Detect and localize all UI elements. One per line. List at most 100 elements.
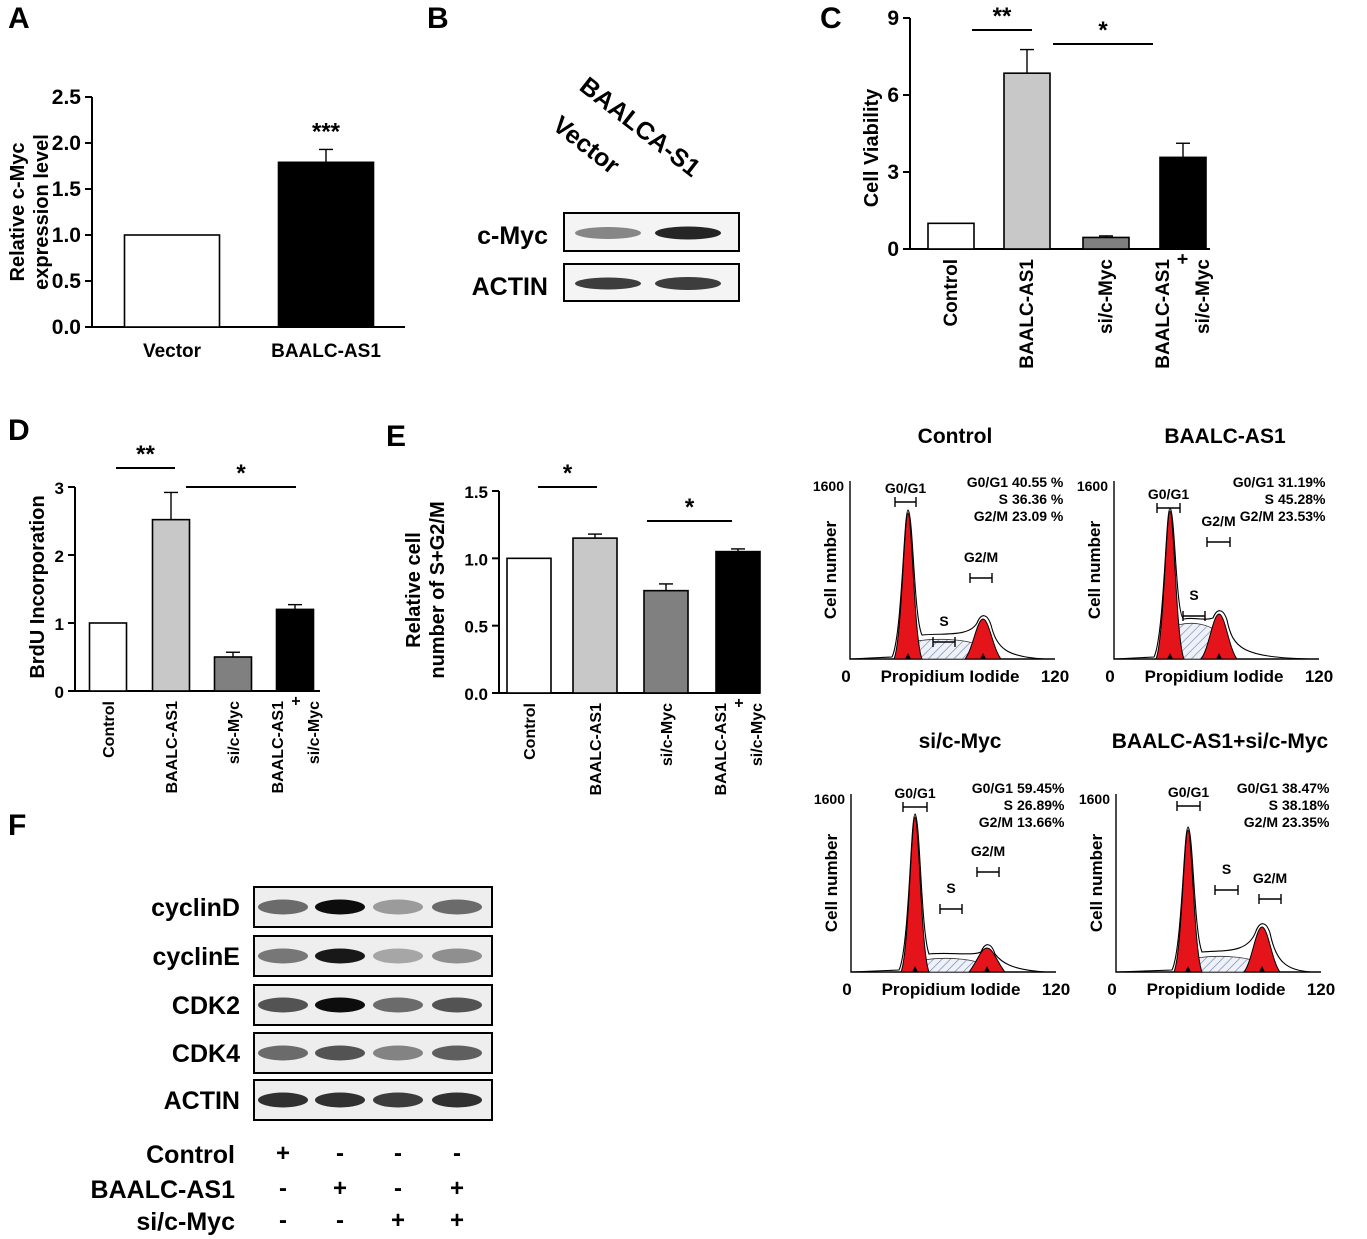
chart-c-ytick-label: 6 <box>887 84 899 107</box>
chart-c-bracket-label: ** <box>993 3 1012 30</box>
flow-plot-xmax: 120 <box>1305 667 1333 686</box>
flow-peak-marker <box>984 966 990 972</box>
chart-a-ytick-label: 0.0 <box>52 316 81 339</box>
blot-b-band <box>655 226 721 240</box>
flow-stat-value: 45.28% <box>1278 491 1326 507</box>
blot-f-condition-label: Control <box>146 1141 235 1169</box>
blot-f-band-label: cyclinD <box>151 894 240 922</box>
flow-gate-g2m-label: G2/M <box>964 549 998 565</box>
flow-stat-phase: S <box>1004 797 1013 813</box>
blot-b-band-cmyc: c-Myc <box>477 222 548 250</box>
blot-f-band-label: ACTIN <box>164 1087 240 1115</box>
flow-g2m-peak <box>967 947 1007 973</box>
flow-plot-ylabel: Cell number <box>1085 521 1104 620</box>
chart-e-bar <box>572 537 618 694</box>
blot-f-band-label: CDK2 <box>172 992 240 1020</box>
blot-f-condition-label: BAALC-AS1 <box>91 1176 236 1204</box>
chart-d-bar <box>213 656 253 692</box>
chart-e-bracket-label: * <box>563 460 573 487</box>
chart-c-ytick-label: 9 <box>887 7 899 30</box>
blot-b-band <box>655 277 721 290</box>
flow-stat-phase: S <box>1269 797 1278 813</box>
chart-a-ytick-label: 0.5 <box>52 270 82 293</box>
flow-plot-ylabel: Cell number <box>1087 834 1106 933</box>
blot-f-condition-sign: - <box>336 1140 344 1167</box>
chart-e-ytick-label: 0.5 <box>464 618 488 637</box>
flow-plot-xmin: 0 <box>842 980 851 999</box>
panel-letter-e: E <box>386 420 406 453</box>
blot-f-band <box>258 948 308 964</box>
panel-letter-b: B <box>427 2 449 35</box>
western-blot-f: cyclinD cyclinE CDK2 CDK4 ACTIN Control + - - - BA… <box>91 886 493 1236</box>
chart-a-bar <box>277 161 375 328</box>
chart-a-ylabel-line2: expression level <box>31 134 53 290</box>
flow-stat-value: 40.55 % <box>1012 474 1064 490</box>
flow-stat-phase: G2/M <box>1240 508 1274 524</box>
chart-a-category-label: Vector <box>143 341 202 362</box>
panel-letter-f: F <box>8 809 26 842</box>
blot-f-condition-sign: - <box>279 1207 287 1234</box>
flow-stat-phase: S <box>999 491 1008 507</box>
blot-f-condition-sign: - <box>394 1140 402 1167</box>
chart-d-category-label: BAALC-AS1 <box>164 701 181 794</box>
blot-f-band-label: CDK4 <box>172 1040 240 1068</box>
chart-d-ytick-label: 3 <box>55 479 64 498</box>
flow-gate-g2m-label: G2/M <box>1253 870 1287 886</box>
chart-a: 0.0 0.5 1.0 1.5 2.0 2.5 Vector BAALC-AS1 *** Rel… <box>7 86 405 362</box>
chart-d-category-label: Control <box>101 701 118 758</box>
flow-plot-xmax: 120 <box>1042 980 1070 999</box>
chart-c-category-label: Control <box>941 259 962 327</box>
flow-plot-xlabel: Propidium Iodide <box>1147 980 1286 999</box>
flow-plot-ylabel: Cell number <box>822 834 841 933</box>
flow-peak-marker <box>912 966 918 972</box>
flow-g2m-peak <box>963 618 1003 660</box>
chart-c-category-label: BAALC-AS1 <box>1153 259 1174 369</box>
blot-f-band <box>315 997 365 1013</box>
flow-plot: si/c-Myc 1600 0 120 Propidium Iodide Cell num… <box>814 730 1070 999</box>
chart-c-category-label: BAALC-AS1 <box>1017 259 1038 369</box>
flow-gate-g0g1-label: G0/G1 <box>885 480 926 496</box>
flow-stat-phase: G0/G1 <box>967 474 1008 490</box>
blot-f-band <box>373 899 423 915</box>
chart-c-category-label: + <box>1173 253 1194 264</box>
blot-f-band <box>315 1092 365 1108</box>
flow-plot-xlabel: Propidium Iodide <box>881 667 1020 686</box>
blot-f-band <box>373 1045 423 1061</box>
flow-stat-value: 36.36 % <box>1012 491 1064 507</box>
blot-f-band <box>315 1045 365 1061</box>
blot-b-band-actin: ACTIN <box>472 273 548 301</box>
flow-cytometry-plots: Control 1600 0 120 Propidium Iodide Cell numb… <box>813 425 1335 999</box>
flow-plot-xmin: 0 <box>1107 980 1116 999</box>
flow-gate-g0g1-label: G0/G1 <box>894 785 935 801</box>
chart-a-ytick-label: 2.0 <box>52 132 81 155</box>
flow-g0g1-peak <box>900 816 930 973</box>
flow-histogram-outline <box>850 813 1047 973</box>
chart-a-ytick-label: 2.5 <box>52 86 82 109</box>
flow-peak-marker <box>980 653 986 659</box>
chart-d-ylabel: BrdU Incorporation <box>27 495 49 678</box>
blot-f-band <box>258 997 308 1013</box>
flow-stat-phase: G2/M <box>1244 814 1278 830</box>
flow-plot-ylabel: Cell number <box>821 521 840 620</box>
blot-b-band <box>575 227 641 239</box>
chart-a-category-label: BAALC-AS1 <box>271 341 381 362</box>
flow-stat-phase: G0/G1 <box>972 780 1013 796</box>
flow-stat-value: 59.45% <box>1017 780 1065 796</box>
blot-f-condition-label: si/c-Myc <box>136 1208 235 1236</box>
flow-peak-marker <box>1185 966 1191 972</box>
chart-d-ytick-label: 2 <box>55 547 64 566</box>
blot-f-band <box>315 899 365 915</box>
chart-e-category-label: + <box>731 698 748 707</box>
flow-gate-s-label: S <box>939 613 948 629</box>
chart-c-category-label: si/c-Myc <box>1193 259 1214 334</box>
blot-f-band <box>373 1092 423 1108</box>
blot-f-band <box>432 997 482 1013</box>
blot-f-band <box>373 948 423 964</box>
chart-c-bar <box>927 222 975 250</box>
chart-a-significance: *** <box>312 118 341 145</box>
chart-e-bar <box>506 557 552 694</box>
flow-peak-marker <box>1216 653 1222 659</box>
blot-f-condition-sign: - <box>453 1140 461 1167</box>
flow-histogram-outline <box>1113 507 1310 660</box>
